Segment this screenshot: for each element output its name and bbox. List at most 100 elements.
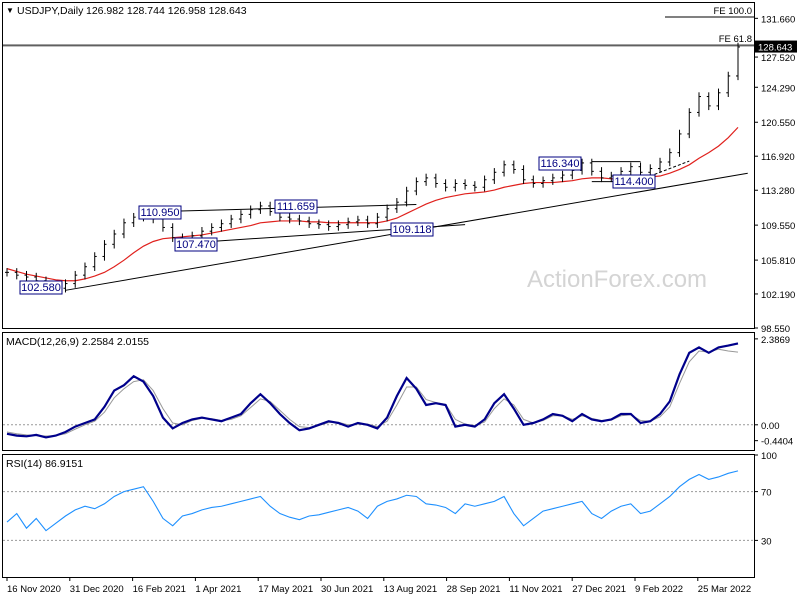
macd-main-line bbox=[6, 342, 739, 439]
price-bar bbox=[628, 162, 633, 176]
price-bar bbox=[73, 270, 78, 288]
level-label: 102.580 bbox=[19, 280, 63, 295]
last-price-label: 128.643 bbox=[758, 43, 792, 54]
price-bar bbox=[131, 212, 136, 227]
price-bar bbox=[209, 223, 214, 236]
price-bar bbox=[726, 71, 731, 97]
price-y-tick-label: 120.550 bbox=[761, 118, 795, 129]
level-label: 116.340 bbox=[538, 156, 582, 171]
price-bar bbox=[492, 168, 497, 184]
price-bar bbox=[482, 175, 487, 192]
price-bar bbox=[658, 157, 663, 173]
macd-y-tick-label: 2.3869 bbox=[761, 335, 790, 346]
price-bar bbox=[589, 158, 594, 176]
level-label: 110.950 bbox=[138, 205, 182, 220]
price-bar bbox=[404, 186, 409, 207]
x-tick-label: 9 Feb 2022 bbox=[635, 584, 683, 595]
x-tick-label: 17 May 2021 bbox=[258, 584, 313, 595]
price-bar bbox=[92, 252, 97, 271]
price-y-tick-label: 127.520 bbox=[761, 53, 795, 64]
price-y-tick-label: 98.550 bbox=[761, 324, 790, 335]
macd-layer bbox=[3, 342, 754, 439]
rsi-panel bbox=[2, 454, 755, 578]
level-label-text: 111.659 bbox=[277, 201, 315, 213]
macd-panel bbox=[2, 332, 755, 451]
price-bar bbox=[268, 201, 273, 216]
rsi-y-tick-label: 70 bbox=[761, 488, 772, 499]
price-bar bbox=[502, 160, 507, 177]
price-bar bbox=[5, 268, 9, 277]
price-bar bbox=[716, 88, 721, 111]
level-label: 114.400 bbox=[612, 174, 656, 189]
level-label-box bbox=[19, 280, 63, 295]
price-bar bbox=[375, 212, 380, 228]
x-tick-label: 13 Aug 2021 bbox=[384, 584, 437, 595]
level-label: 107.470 bbox=[174, 237, 218, 252]
price-bar bbox=[472, 181, 477, 192]
rsi-y-tick-label: 100 bbox=[761, 451, 777, 462]
price-bar bbox=[82, 262, 87, 280]
price-bar bbox=[638, 162, 643, 177]
price-bar bbox=[121, 218, 126, 239]
price-y-tick-label: 124.290 bbox=[761, 83, 795, 94]
x-tick-label: 27 Dec 2021 bbox=[572, 584, 626, 595]
price-bar bbox=[346, 217, 351, 229]
x-tick-label: 16 Nov 2020 bbox=[7, 584, 61, 595]
rsi-y-tick-label: 30 bbox=[761, 536, 772, 547]
price-bar bbox=[511, 160, 516, 174]
level-label-box bbox=[138, 205, 182, 220]
level-label-text: 102.580 bbox=[21, 282, 61, 294]
price-bar bbox=[453, 179, 458, 192]
price-bar bbox=[112, 229, 117, 249]
price-bar bbox=[24, 270, 29, 282]
price-bar bbox=[648, 164, 653, 177]
x-tick-label: 30 Jun 2021 bbox=[321, 584, 373, 595]
price-bar bbox=[316, 219, 321, 229]
level-label-text: 107.470 bbox=[176, 239, 216, 251]
trendline-fe-projection bbox=[640, 160, 690, 181]
price-bar bbox=[706, 92, 711, 111]
price-bar bbox=[63, 279, 68, 293]
price-bar bbox=[414, 177, 419, 196]
level-label-text: 116.340 bbox=[541, 158, 580, 170]
price-panel bbox=[2, 2, 755, 329]
level-label: 111.659 bbox=[274, 199, 318, 214]
x-tick-label: 11 Nov 2021 bbox=[509, 584, 562, 595]
price-bar bbox=[599, 167, 604, 183]
fe-label: FE 100.0 bbox=[713, 6, 752, 17]
x-tick-label: 31 Dec 2020 bbox=[70, 584, 124, 595]
price-y-tick-label: 105.810 bbox=[761, 256, 795, 267]
macd-signal-line bbox=[6, 348, 739, 437]
price-bar bbox=[365, 215, 370, 228]
price-y-tick-label: 102.190 bbox=[761, 290, 795, 301]
price-bar bbox=[238, 210, 243, 224]
price-bar bbox=[297, 214, 302, 226]
level-label-box bbox=[274, 199, 318, 214]
level-label-text: 114.400 bbox=[615, 176, 654, 188]
price-bar bbox=[443, 179, 448, 192]
price-bar bbox=[14, 268, 19, 280]
level-label-box bbox=[174, 237, 218, 252]
price-bar bbox=[697, 92, 702, 117]
price-bar bbox=[463, 179, 468, 190]
level-label-text: 109.118 bbox=[393, 224, 432, 236]
price-bar bbox=[433, 173, 438, 188]
price-bar bbox=[287, 212, 292, 224]
price-y-tick-label: 109.550 bbox=[761, 221, 795, 232]
chart-title: USDJPY,Daily bbox=[17, 5, 84, 17]
price-bar bbox=[336, 220, 341, 231]
macd-title: MACD(12,26,9) 2.2584 2.0155 bbox=[6, 336, 149, 348]
price-y-tick-label: 116.920 bbox=[761, 152, 795, 163]
axis-layer: 131.660 127.520 124.290 120.550 116.920 113.2… bbox=[6, 14, 797, 595]
macd-y-tick-label: 0.00 bbox=[761, 421, 780, 432]
x-tick-label: 28 Sep 2021 bbox=[447, 584, 501, 595]
price-bar bbox=[248, 205, 253, 219]
price-bar bbox=[531, 175, 536, 188]
price-bar bbox=[355, 215, 360, 227]
level-label-box bbox=[612, 174, 656, 189]
price-bar bbox=[677, 129, 682, 157]
rsi-line bbox=[6, 470, 739, 532]
price-bar bbox=[736, 42, 740, 81]
level-label: 109.118 bbox=[390, 222, 434, 237]
